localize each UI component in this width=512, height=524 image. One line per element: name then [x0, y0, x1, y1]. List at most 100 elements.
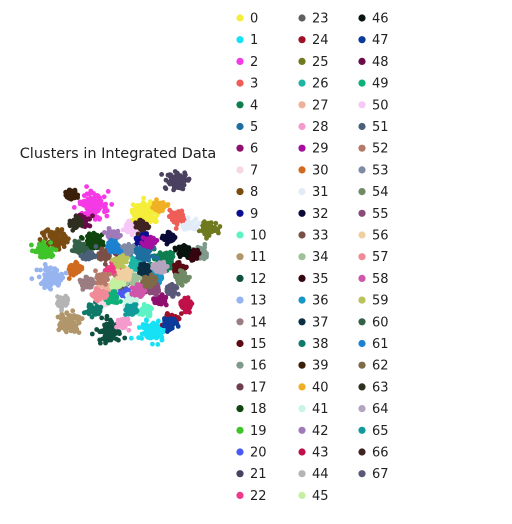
legend-marker-7 [236, 166, 244, 174]
cluster-57 [89, 286, 110, 304]
legend-marker-47 [358, 36, 366, 44]
cluster-52 [93, 268, 119, 287]
legend-label-40: 40 [312, 380, 329, 395]
legend-label-24: 24 [312, 33, 329, 48]
point-cluster-21 [163, 186, 169, 192]
point-cluster-2 [101, 194, 107, 200]
point-cluster-30 [77, 265, 83, 271]
point-cluster-13 [43, 265, 49, 271]
point-cluster-21 [175, 170, 180, 176]
point-cluster-5 [136, 252, 141, 258]
point-cluster-64 [156, 267, 162, 272]
legend-marker-1 [236, 36, 244, 44]
point-cluster-18 [85, 233, 90, 239]
legend-label-43: 43 [312, 446, 329, 461]
point-cluster-32 [159, 235, 165, 241]
point-cluster-18 [78, 235, 84, 240]
legend-label-46: 46 [372, 12, 389, 27]
legend-label-48: 48 [372, 55, 389, 70]
legend-marker-62 [358, 361, 366, 369]
point-cluster-21 [182, 170, 188, 176]
cluster-53 [116, 241, 136, 258]
legend-marker-16 [236, 361, 244, 369]
legend-marker-59 [358, 296, 366, 304]
legend-marker-25 [298, 57, 306, 65]
legend-marker-65 [358, 426, 366, 434]
legend-label-67: 67 [372, 467, 389, 482]
point-cluster-0 [146, 202, 152, 208]
cluster-13 [29, 262, 69, 292]
point-cluster-8 [54, 231, 59, 237]
point-cluster-18 [89, 245, 95, 250]
point-cluster-11 [59, 311, 65, 317]
legend-label-21: 21 [250, 467, 267, 482]
legend-marker-27 [298, 101, 306, 109]
cluster-51 [78, 244, 99, 262]
legend-marker-6 [236, 144, 244, 152]
point-cluster-9 [134, 241, 140, 246]
legend-label-2: 2 [250, 55, 258, 70]
point-cluster-15 [172, 267, 177, 272]
point-cluster-12 [94, 327, 100, 332]
legend-marker-37 [298, 318, 306, 326]
point-cluster-16 [201, 248, 206, 253]
point-cluster-65 [130, 311, 136, 316]
legend-label-7: 7 [250, 163, 258, 178]
point-cluster-44 [55, 301, 60, 306]
point-cluster-14 [79, 280, 85, 286]
legend-marker-28 [298, 122, 306, 131]
cluster-63 [67, 213, 84, 233]
point-cluster-42 [106, 226, 112, 231]
point-cluster-2 [94, 193, 100, 198]
point-cluster-2 [83, 211, 89, 216]
point-cluster-18 [91, 233, 97, 239]
point-cluster-62 [150, 277, 156, 282]
point-cluster-0 [153, 219, 158, 225]
point-cluster-25 [213, 220, 219, 226]
point-cluster-41 [133, 297, 139, 302]
point-cluster-21 [176, 184, 182, 189]
point-cluster-2 [109, 202, 115, 207]
point-cluster-3 [178, 213, 184, 218]
point-cluster-31 [196, 220, 202, 226]
point-cluster-35 [193, 251, 199, 257]
point-cluster-67 [171, 290, 177, 296]
point-cluster-54 [181, 273, 187, 279]
point-cluster-45 [111, 277, 116, 282]
legend-label-63: 63 [372, 380, 389, 395]
legend-label-58: 58 [372, 272, 389, 287]
cluster-46 [172, 243, 192, 260]
legend-label-57: 57 [372, 250, 389, 265]
legend-marker-5 [236, 122, 244, 131]
cluster-40 [150, 197, 171, 214]
legend-label-19: 19 [250, 424, 267, 439]
cluster-38 [81, 299, 104, 320]
legend: 0123456789101112131415161718192021222324… [236, 12, 389, 504]
cluster-61 [105, 237, 124, 255]
legend-marker-20 [236, 448, 244, 456]
point-cluster-66 [138, 225, 144, 231]
point-cluster-47 [173, 319, 179, 325]
point-cluster-32 [168, 233, 174, 239]
legend-label-45: 45 [312, 489, 329, 504]
legend-label-8: 8 [250, 185, 258, 200]
point-cluster-21 [180, 186, 186, 192]
legend-marker-56 [358, 231, 366, 239]
point-cluster-52 [97, 275, 103, 280]
point-cluster-31 [191, 218, 197, 224]
legend-label-59: 59 [372, 294, 389, 309]
point-cluster-53 [129, 246, 134, 252]
legend-label-35: 35 [312, 272, 329, 287]
point-cluster-4 [168, 265, 174, 271]
point-cluster-11 [72, 324, 78, 330]
point-cluster-59 [110, 257, 115, 263]
point-cluster-1 [153, 330, 158, 335]
point-cluster-13 [60, 275, 66, 281]
point-cluster-19 [48, 240, 53, 246]
point-cluster-2 [88, 188, 94, 194]
point-cluster-59 [118, 258, 123, 263]
point-cluster-0 [150, 215, 156, 221]
point-cluster-29 [152, 238, 158, 244]
point-cluster-25 [217, 224, 223, 229]
legend-marker-46 [358, 14, 366, 22]
